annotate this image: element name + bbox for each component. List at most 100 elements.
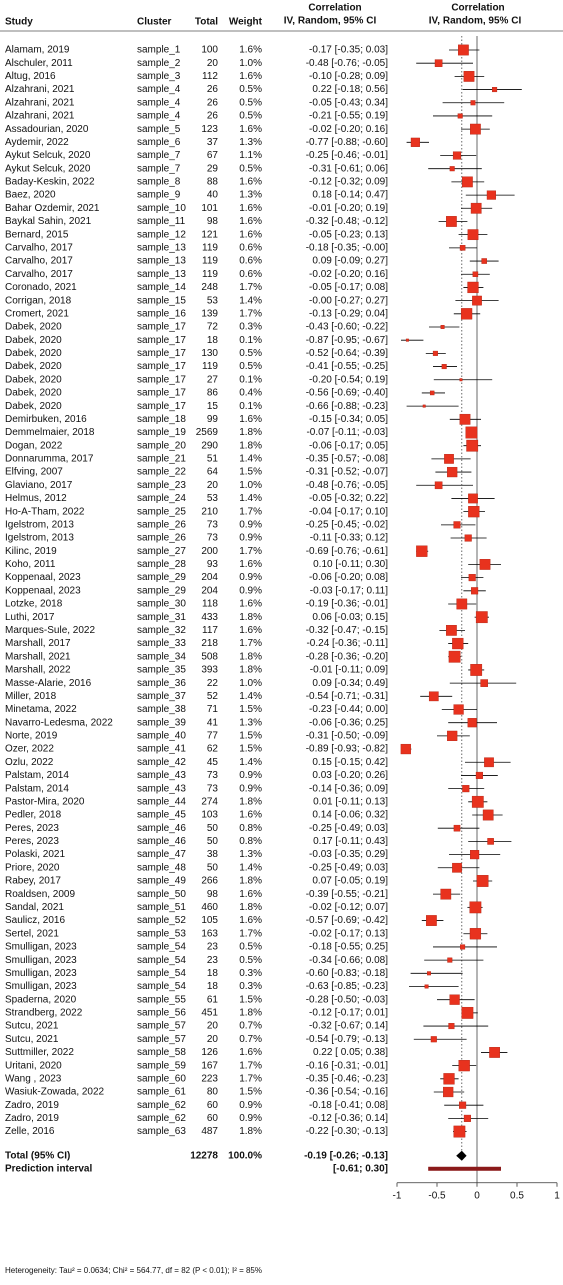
cluster: sample_62 <box>137 1113 186 1124</box>
ci-label: -0.66 [-0.88; -0.23] <box>306 401 388 412</box>
estimate-square <box>463 1114 471 1122</box>
ci-label: -0.10 [-0.28; 0.09] <box>309 71 388 82</box>
ci-label: -0.02 [-0.20; 0.16] <box>309 124 388 135</box>
total: 20 <box>207 1034 219 1045</box>
weight: 1.8% <box>239 902 262 913</box>
total: 117 <box>202 625 218 636</box>
total: 2569 <box>196 427 219 438</box>
total: 101 <box>201 203 218 214</box>
weight: 0.8% <box>239 823 262 834</box>
study-name: Wasiuk-Zowada, 2022 <box>5 1087 105 1098</box>
estimate-square <box>434 59 443 67</box>
ci-label: -0.69 [-0.76; -0.61] <box>306 546 388 557</box>
total: 26 <box>207 111 219 122</box>
cluster: sample_13 <box>137 242 186 253</box>
ci-label: -0.52 [-0.64; -0.39] <box>306 348 388 359</box>
estimate-square <box>475 611 488 624</box>
ci-label: -0.77 [-0.88; -0.60] <box>306 137 388 148</box>
study-name: Peres, 2023 <box>5 823 59 834</box>
estimate-square <box>462 176 473 188</box>
total: 50 <box>207 823 219 834</box>
study-name: Igelstrom, 2013 <box>5 519 74 530</box>
weight: 1.8% <box>239 1126 262 1137</box>
cluster: sample_18 <box>137 414 186 425</box>
cluster: sample_29 <box>137 585 186 596</box>
total: 40 <box>207 190 219 201</box>
study-name: Altug, 2016 <box>5 71 56 82</box>
total: 119 <box>202 269 218 280</box>
study-name: Pastor-Mira, 2020 <box>5 796 85 807</box>
ci-label: -0.03 [-0.35; 0.29] <box>309 849 388 860</box>
study-name: Dabek, 2020 <box>5 348 62 359</box>
cluster: sample_45 <box>137 810 186 821</box>
ci-label: -0.02 [-0.20; 0.16] <box>309 269 388 280</box>
ci-label: -0.31 [-0.50; -0.09] <box>306 731 388 742</box>
study-name: Smulligan, 2023 <box>5 981 77 992</box>
total: 53 <box>207 493 219 504</box>
estimate-square <box>476 875 489 887</box>
ci-label: -0.06 [-0.36; 0.25] <box>309 717 388 728</box>
study-name: Kilinc, 2019 <box>5 546 57 557</box>
ci-label: -0.56 [-0.69; -0.40] <box>306 388 388 399</box>
cluster: sample_17 <box>137 322 186 333</box>
total: 73 <box>207 533 219 544</box>
cluster: sample_43 <box>137 770 186 781</box>
cluster: sample_46 <box>137 836 186 847</box>
cluster: sample_59 <box>137 1060 186 1071</box>
estimate-square <box>479 559 491 570</box>
ci-label: -0.05 [-0.17; 0.08] <box>309 282 388 293</box>
weight: 0.6% <box>239 256 262 267</box>
estimate-square <box>400 743 411 755</box>
ci-label: -0.18 [-0.55; 0.25] <box>309 942 388 953</box>
cluster: sample_19 <box>137 427 186 438</box>
cluster: sample_26 <box>137 533 186 544</box>
estimate-square <box>470 202 482 214</box>
ci-label: -0.19 [-0.36; -0.01] <box>306 599 388 610</box>
total: 105 <box>201 915 218 926</box>
study-name: Dabek, 2020 <box>5 322 62 333</box>
ci-label: -0.20 [-0.54; 0.19] <box>309 374 388 385</box>
estimate-square <box>467 718 477 728</box>
estimate-square <box>453 704 464 715</box>
column-header: Study <box>5 17 33 28</box>
estimate-square <box>487 838 494 845</box>
weight: 1.0% <box>239 58 262 69</box>
cluster: sample_17 <box>137 335 186 346</box>
weight: 1.7% <box>239 546 262 557</box>
study-name: Rabey, 2017 <box>5 876 61 887</box>
study-name: Miller, 2018 <box>5 691 57 702</box>
total: 100 <box>201 45 218 56</box>
weight: 0.3% <box>239 322 262 333</box>
ci-label: -0.19 [-0.26; -0.13] <box>304 1150 388 1161</box>
study-name: Strandberg, 2022 <box>5 1008 83 1019</box>
cluster: sample_42 <box>137 757 186 768</box>
estimate-square <box>446 216 457 227</box>
total: 98 <box>207 216 219 227</box>
cluster: sample_58 <box>137 1047 186 1058</box>
cluster: sample_22 <box>137 467 186 478</box>
total: 61 <box>207 994 219 1005</box>
total: 204 <box>201 585 218 596</box>
estimate-square <box>453 824 461 832</box>
weight: 1.5% <box>239 1087 262 1098</box>
study-name: Smulligan, 2023 <box>5 968 77 979</box>
weight: 0.1% <box>239 401 262 412</box>
estimate-square <box>470 100 476 106</box>
study-name: Zelle, 2016 <box>5 1126 55 1137</box>
total: 119 <box>202 242 218 253</box>
ci-label: -0.57 [-0.69; -0.42] <box>306 915 388 926</box>
cluster: sample_57 <box>137 1021 186 1032</box>
estimate-square <box>443 1086 454 1098</box>
estimate-square <box>432 350 438 356</box>
weight: 1.0% <box>239 678 262 689</box>
total: 167 <box>201 1060 218 1071</box>
weight: 1.8% <box>239 651 262 662</box>
total: 71 <box>207 704 219 715</box>
ci-label: -0.06 [-0.17; 0.05] <box>309 440 388 451</box>
cluster: sample_8 <box>137 177 181 188</box>
estimate-square <box>452 862 462 873</box>
estimate-square <box>430 1036 437 1043</box>
cluster: sample_25 <box>137 506 186 517</box>
weight: 0.9% <box>239 585 262 596</box>
study-name: Cromert, 2021 <box>5 308 69 319</box>
